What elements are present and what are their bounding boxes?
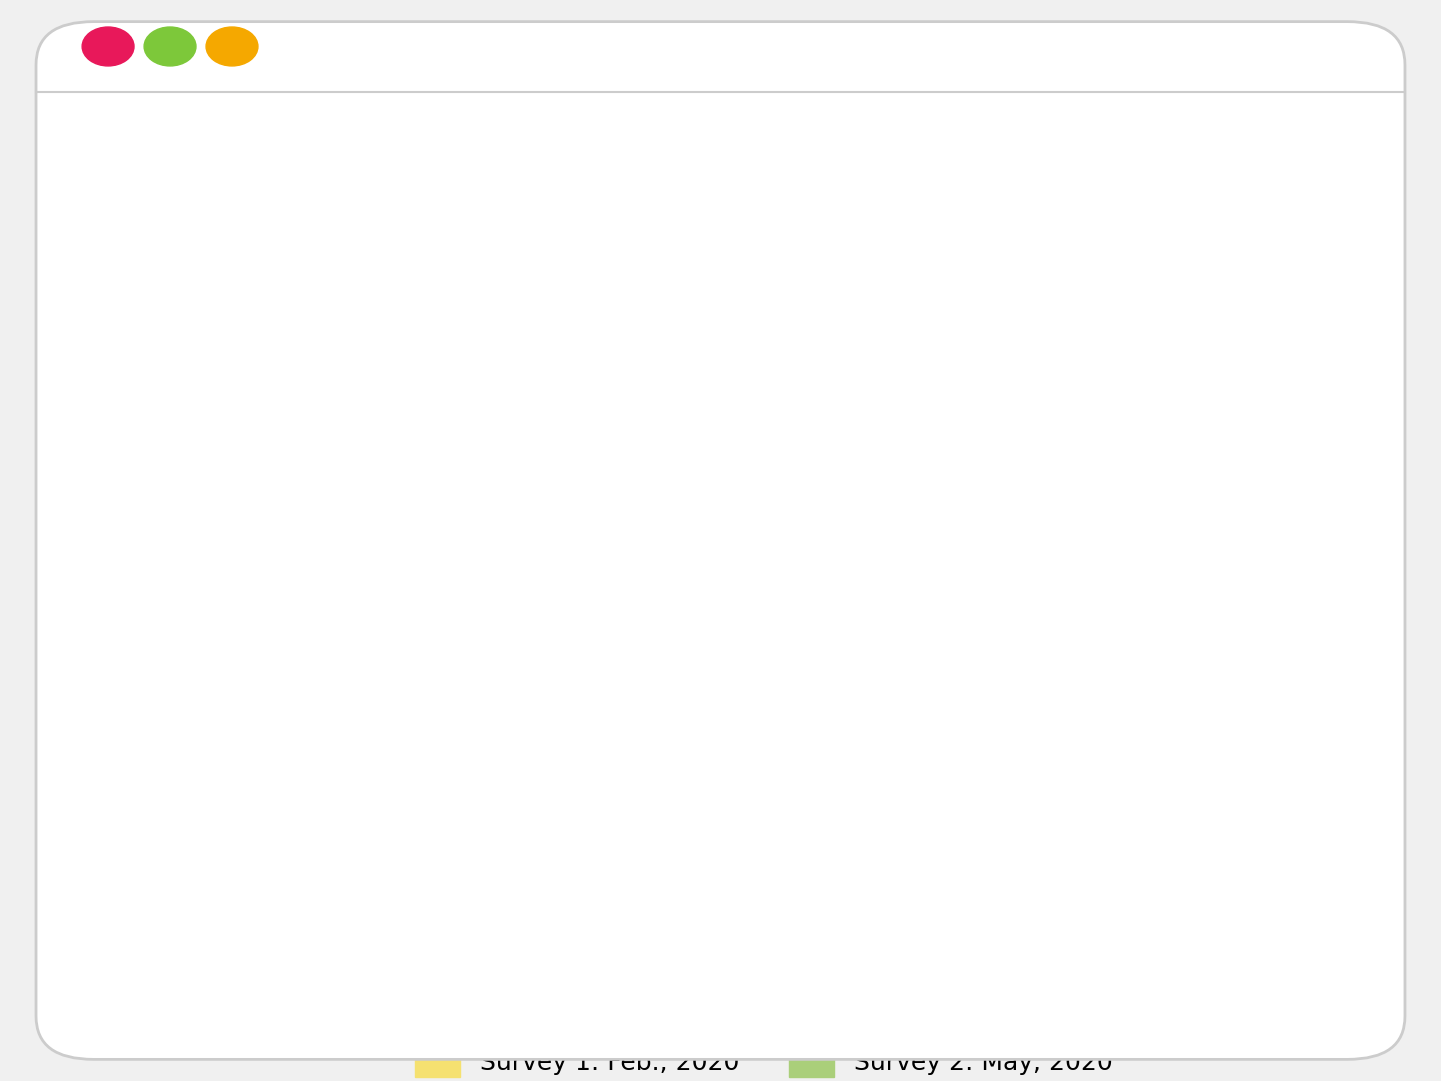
Y-axis label: “I enjoy math”: “I enjoy math” xyxy=(112,449,144,697)
FancyBboxPatch shape xyxy=(36,22,1405,1059)
Circle shape xyxy=(206,27,258,66)
Bar xyxy=(239,710,339,940)
Bar xyxy=(623,444,722,940)
Bar xyxy=(806,738,905,940)
Bar xyxy=(339,397,438,940)
Circle shape xyxy=(144,27,196,66)
Bar xyxy=(523,732,623,940)
Circle shape xyxy=(82,27,134,66)
Bar xyxy=(1089,752,1189,940)
Bar xyxy=(905,436,1004,940)
Bar xyxy=(1189,611,1288,940)
Legend: Survey 1: Feb., 2020, Survey 2: May, 2020: Survey 1: Feb., 2020, Survey 2: May, 202… xyxy=(402,1035,1125,1081)
Title: Between-Survey Comparison for Students
with Low Initial Math Enjoyment (Mean Sco: Between-Survey Comparison for Students w… xyxy=(293,111,1235,185)
